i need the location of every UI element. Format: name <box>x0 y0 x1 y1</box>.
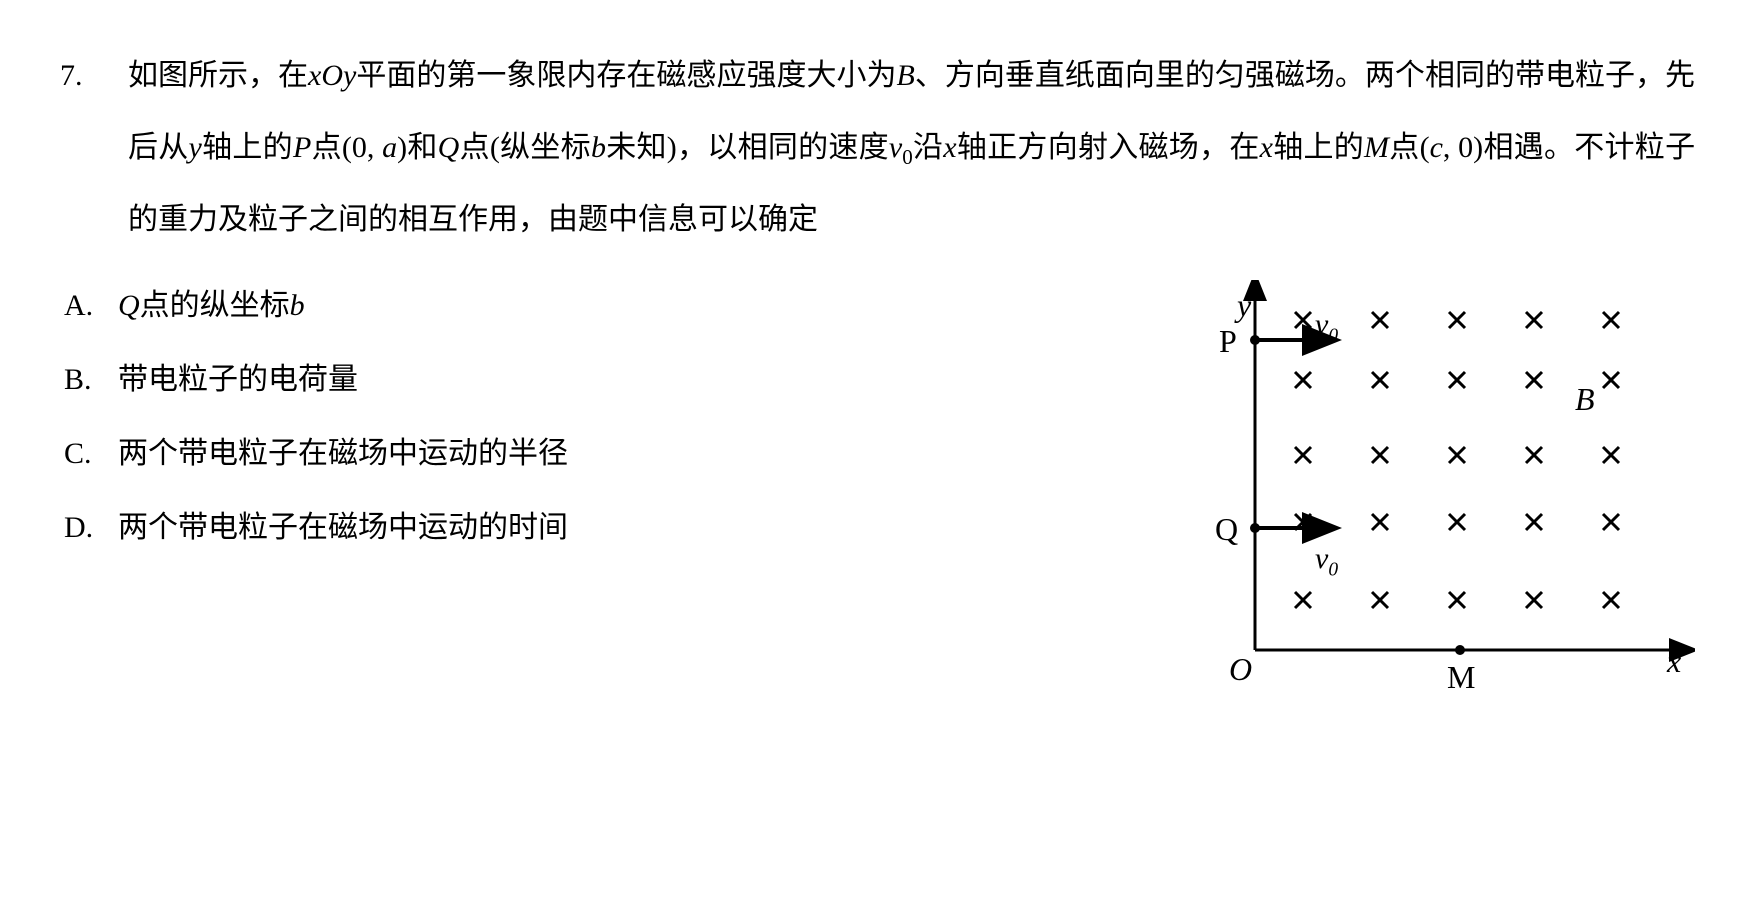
question-container: 7. 如图所示，在xOy平面的第一象限内存在磁感应强度大小为B、方向垂直纸面向里… <box>60 40 1695 715</box>
svg-text:P: P <box>1219 323 1237 359</box>
option-letter: A. <box>64 270 106 342</box>
coord: , 0) <box>1443 131 1483 164</box>
option-text: 两个带电粒子在磁场中运动的时间 <box>118 492 1165 564</box>
svg-text:v0: v0 <box>1315 542 1338 581</box>
text: 点 <box>1389 131 1420 164</box>
text: 和 <box>407 131 438 164</box>
text: 未知)，以相同的速度 <box>606 131 889 164</box>
svg-text:v0: v0 <box>1315 308 1338 347</box>
text: 点(纵坐标 <box>459 131 591 164</box>
svg-text:M: M <box>1447 659 1475 695</box>
option-letter: B. <box>64 344 106 416</box>
var-y: y <box>189 131 202 164</box>
options-list: A. Q点的纵坐标b B. 带电粒子的电荷量 C. 两个带电粒子在磁场中运动的半… <box>64 270 1165 566</box>
var-b-field: B <box>896 59 914 92</box>
coord: (0, <box>342 131 382 164</box>
text: 沿 <box>913 131 944 164</box>
svg-text:O: O <box>1229 651 1252 687</box>
var-x: x <box>943 131 956 164</box>
svg-text:y: y <box>1234 287 1252 323</box>
option-c: C. 两个带电粒子在磁场中运动的半径 <box>64 418 1165 490</box>
option-text: 带电粒子的电荷量 <box>118 344 1165 416</box>
svg-text:x: x <box>1666 643 1681 679</box>
option-d: D. 两个带电粒子在磁场中运动的时间 <box>64 492 1165 564</box>
sub-0: 0 <box>902 145 913 169</box>
var-b: b <box>290 289 305 322</box>
text: 点的纵坐标 <box>140 289 290 322</box>
text: 平面的第一象限内存在磁感应强度大小为 <box>356 59 896 92</box>
var-v: v <box>889 131 902 164</box>
text: 轴上的 <box>202 131 293 164</box>
question-body: 如图所示，在xOy平面的第一象限内存在磁感应强度大小为B、方向垂直纸面向里的匀强… <box>128 40 1695 715</box>
physics-diagram: y x O P Q M Bv0 v0 <box>1195 280 1695 715</box>
text: 轴正方向射入磁场，在 <box>957 131 1260 164</box>
option-b: B. 带电粒子的电荷量 <box>64 344 1165 416</box>
var-q: Q <box>118 289 140 322</box>
option-text: 两个带电粒子在磁场中运动的半径 <box>118 418 1165 490</box>
svg-text:B: B <box>1575 381 1595 417</box>
option-text: Q点的纵坐标b <box>118 270 1165 342</box>
diagram-svg: y x O P Q M Bv0 v0 <box>1195 280 1695 710</box>
var-c: c <box>1430 131 1443 164</box>
var-x: x <box>1260 131 1273 164</box>
option-a: A. Q点的纵坐标b <box>64 270 1165 342</box>
var-m: M <box>1364 131 1389 164</box>
coord: ) <box>397 131 407 164</box>
var-p: P <box>293 131 311 164</box>
var-xoy: xOy <box>308 59 356 92</box>
svg-text:Q: Q <box>1215 511 1238 547</box>
text: 如图所示，在 <box>128 59 308 92</box>
text: 轴上的 <box>1273 131 1364 164</box>
option-letter: D. <box>64 492 106 564</box>
question-number: 7. <box>60 40 100 112</box>
option-letter: C. <box>64 418 106 490</box>
coord: ( <box>1420 131 1430 164</box>
question-text: 如图所示，在xOy平面的第一象限内存在磁感应强度大小为B、方向垂直纸面向里的匀强… <box>128 40 1695 256</box>
text: 点 <box>311 131 342 164</box>
var-b: b <box>591 131 606 164</box>
var-q: Q <box>438 131 460 164</box>
content-row: A. Q点的纵坐标b B. 带电粒子的电荷量 C. 两个带电粒子在磁场中运动的半… <box>128 270 1695 715</box>
var-a: a <box>382 131 397 164</box>
